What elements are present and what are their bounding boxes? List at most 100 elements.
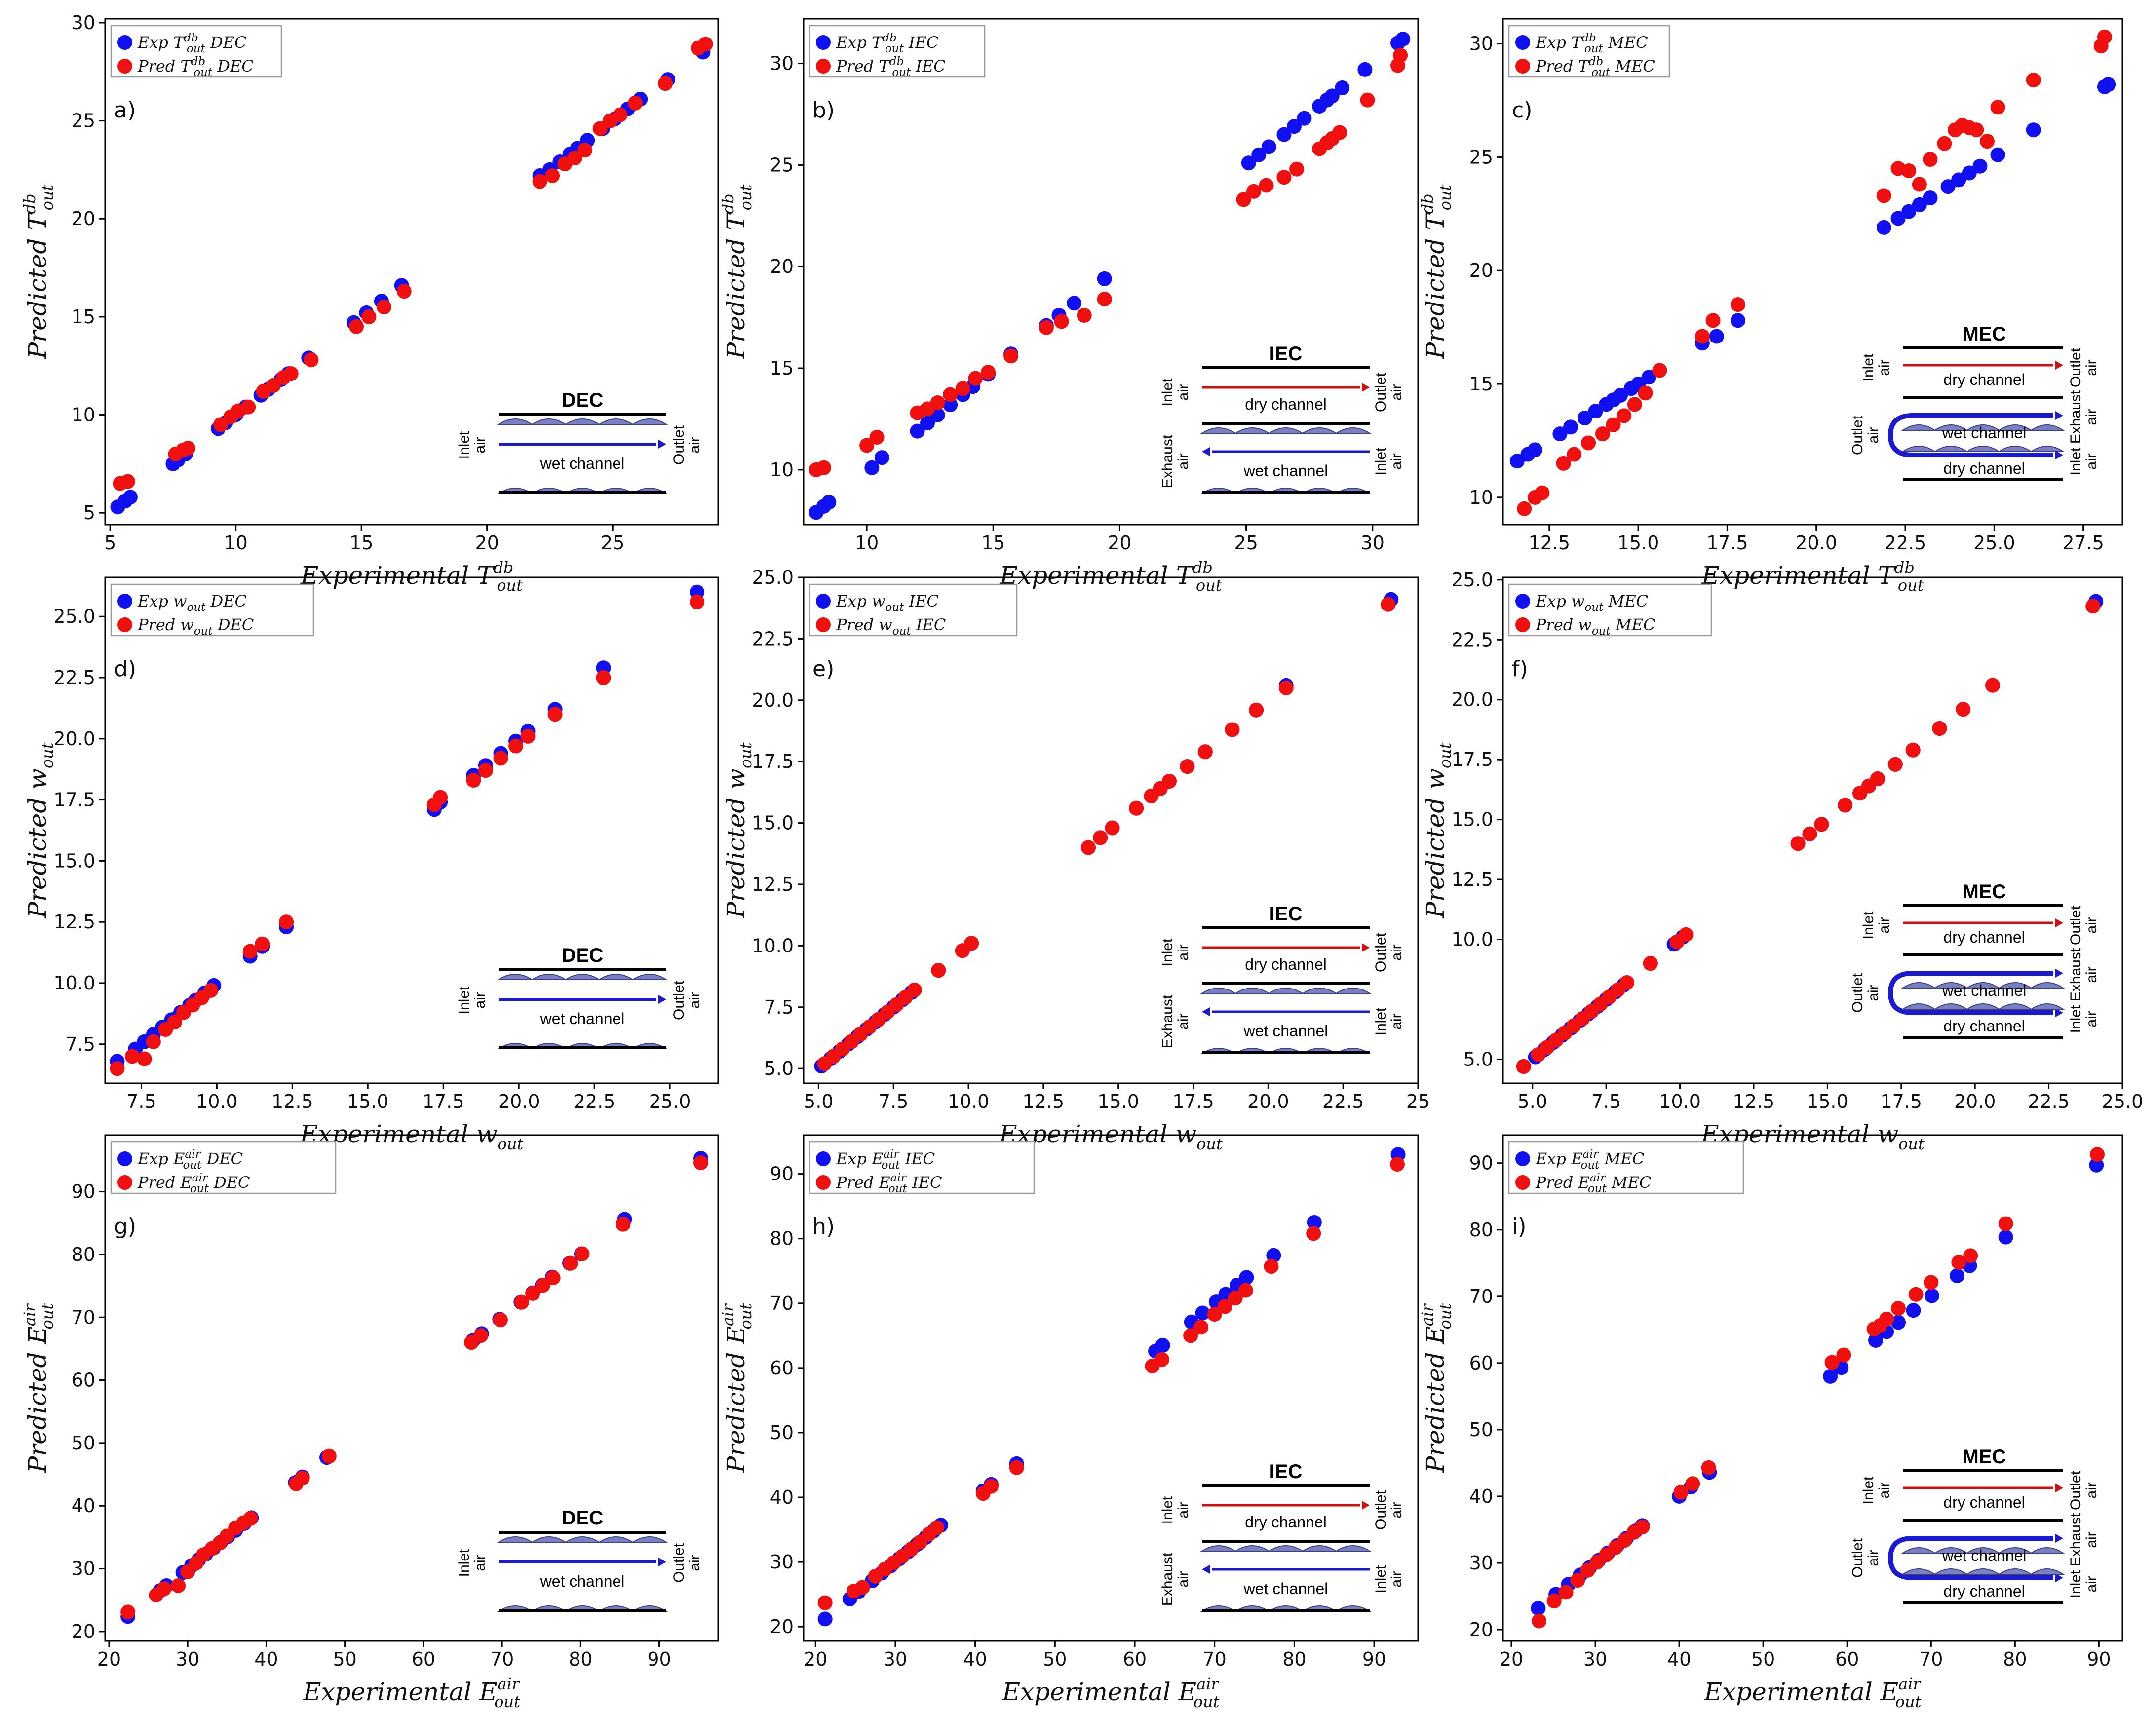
scheme-inlet2-label-line: air bbox=[2083, 1576, 2100, 1592]
pred-point bbox=[493, 751, 508, 766]
x-tick-label: 17.5 bbox=[423, 1091, 464, 1112]
x-tick-label: 80 bbox=[569, 1648, 592, 1670]
y-tick-label: 50 bbox=[770, 1422, 794, 1444]
scheme-inlet-label-line: air bbox=[472, 437, 488, 453]
panel-letter: b) bbox=[812, 98, 835, 123]
pred-point bbox=[1924, 1275, 1939, 1290]
scheme-title: DEC bbox=[562, 389, 603, 411]
pred-point bbox=[1678, 927, 1694, 942]
exp-point bbox=[1923, 190, 1938, 206]
x-tick-label: 15.0 bbox=[347, 1091, 389, 1112]
scheme-inlet-label-line: Inlet bbox=[456, 1549, 472, 1577]
x-axis-label-sub: out bbox=[494, 1692, 520, 1711]
y-tick-label: 70 bbox=[770, 1293, 794, 1314]
legend-pred-label: Pred Eair out DEC bbox=[137, 1172, 250, 1195]
exp-point bbox=[1731, 313, 1746, 328]
scheme-u-arrow-bottom bbox=[2055, 451, 2063, 459]
pred-point bbox=[1979, 134, 1995, 149]
y-axis-label-word: Predicted bbox=[23, 790, 52, 919]
scheme-outlet-label: Outletair bbox=[2068, 1470, 2100, 1510]
pred-point bbox=[1969, 122, 1984, 138]
pred-point bbox=[2089, 1147, 2105, 1162]
exp-point bbox=[1577, 410, 1592, 425]
pred-point bbox=[125, 1049, 140, 1064]
exp-point bbox=[2026, 122, 2041, 138]
legend-pred-marker bbox=[117, 617, 132, 632]
pred-point bbox=[349, 319, 364, 334]
pred-point bbox=[266, 378, 281, 393]
x-tick-label: 27.5 bbox=[2062, 532, 2104, 554]
y-axis-label-group: Predicted Tdbout bbox=[20, 184, 57, 359]
pred-point bbox=[1207, 1307, 1222, 1322]
scheme-dry-arrow bbox=[1362, 1501, 1370, 1510]
legend-exp-marker bbox=[816, 35, 831, 50]
pred-point bbox=[698, 37, 713, 52]
pred-point bbox=[361, 309, 377, 324]
y-axis-label-sup: air bbox=[20, 1303, 39, 1326]
y-tick-label: 20 bbox=[1469, 260, 1493, 281]
series-predicted bbox=[113, 37, 713, 491]
pred-point bbox=[1836, 1347, 1851, 1363]
pred-point bbox=[1080, 840, 1096, 855]
x-tick-label: 20.0 bbox=[1954, 1091, 1996, 1112]
legend-pred-label-sub: out bbox=[190, 1182, 209, 1195]
y-axis-label-sub: out bbox=[1436, 1303, 1455, 1330]
pred-point bbox=[1635, 1520, 1650, 1535]
y-axis-label-word: Predicted bbox=[23, 230, 52, 360]
legend-pred-marker bbox=[816, 59, 831, 74]
legend-frame bbox=[110, 583, 314, 637]
legend-exp-label-head: Exp w bbox=[1535, 592, 1584, 610]
pred-point bbox=[146, 1034, 161, 1049]
exp-point bbox=[1924, 1288, 1939, 1303]
pred-point bbox=[1546, 1593, 1562, 1608]
pred-point bbox=[1876, 188, 1891, 203]
y-axis-label-word: Predicted bbox=[722, 790, 750, 919]
x-tick-label: 50 bbox=[333, 1648, 356, 1670]
legend-pred-label-sup: air bbox=[192, 1172, 209, 1184]
chart-panel-g: 20 30 40 50 60 70 80 90 20 30 40 50 60 70 80 90 Experime… bbox=[20, 1134, 719, 1711]
y-tick-label: 50 bbox=[1469, 1419, 1493, 1441]
legend-exp-label-sub: out bbox=[882, 1159, 901, 1172]
scheme-exhaust-label: Exhaustair bbox=[2068, 390, 2100, 444]
legend-pred-label: Pred wout IEC bbox=[836, 615, 946, 638]
scheme-outlet2-label-line: Outlet bbox=[1849, 1538, 1866, 1578]
pred-point bbox=[1194, 1320, 1209, 1335]
pred-point bbox=[1937, 136, 1952, 151]
legend-exp-label-sub: out bbox=[885, 42, 904, 55]
pred-point bbox=[1381, 597, 1396, 612]
y-axis-label-word: Predicted bbox=[1421, 790, 1450, 919]
scheme-inlet-label: Inletair bbox=[1860, 1476, 1892, 1504]
pred-point bbox=[628, 95, 643, 111]
x-tick-label: 60 bbox=[1835, 1648, 1859, 1670]
x-tick-label: 25.0 bbox=[649, 1091, 691, 1112]
exp-point bbox=[2089, 1157, 2104, 1173]
legend-pred-label: Pred Tdb out DEC bbox=[137, 55, 254, 79]
pred-point bbox=[1570, 1573, 1585, 1588]
exp-point bbox=[1307, 1215, 1322, 1230]
pred-point bbox=[478, 763, 493, 778]
legend-exp-label-sub: out bbox=[183, 1159, 202, 1172]
legend-pred-label: Pred Tdb out MEC bbox=[1535, 55, 1655, 79]
pred-point bbox=[981, 365, 996, 380]
scheme-inlet2-label-line: air bbox=[1388, 1571, 1405, 1587]
pred-point bbox=[855, 1580, 870, 1595]
y-axis-label: Predicted wout bbox=[1421, 742, 1455, 918]
axes-frame bbox=[803, 1134, 1419, 1642]
x-tick-label: 90 bbox=[2087, 1648, 2111, 1670]
y-tick-label: 10.0 bbox=[1451, 929, 1493, 951]
exp-point bbox=[1195, 1305, 1210, 1321]
pred-point bbox=[1246, 184, 1261, 199]
x-tick-label: 10 bbox=[855, 532, 879, 554]
scheme-exhaust-label-line: air bbox=[1175, 1013, 1192, 1029]
pred-point bbox=[1180, 759, 1195, 774]
y-axis-label-sub: out bbox=[38, 184, 57, 210]
legend-pred-label-head: Pred T bbox=[1535, 57, 1590, 76]
x-axis-label-sym: w bbox=[1877, 1120, 1898, 1148]
legend-pred-label-sub: out bbox=[1592, 625, 1611, 638]
x-tick-label: 10.0 bbox=[196, 1091, 238, 1112]
legend-exp-label: Exp Eair out MEC bbox=[1535, 1148, 1644, 1172]
x-axis-label-sub: out bbox=[1196, 576, 1222, 595]
